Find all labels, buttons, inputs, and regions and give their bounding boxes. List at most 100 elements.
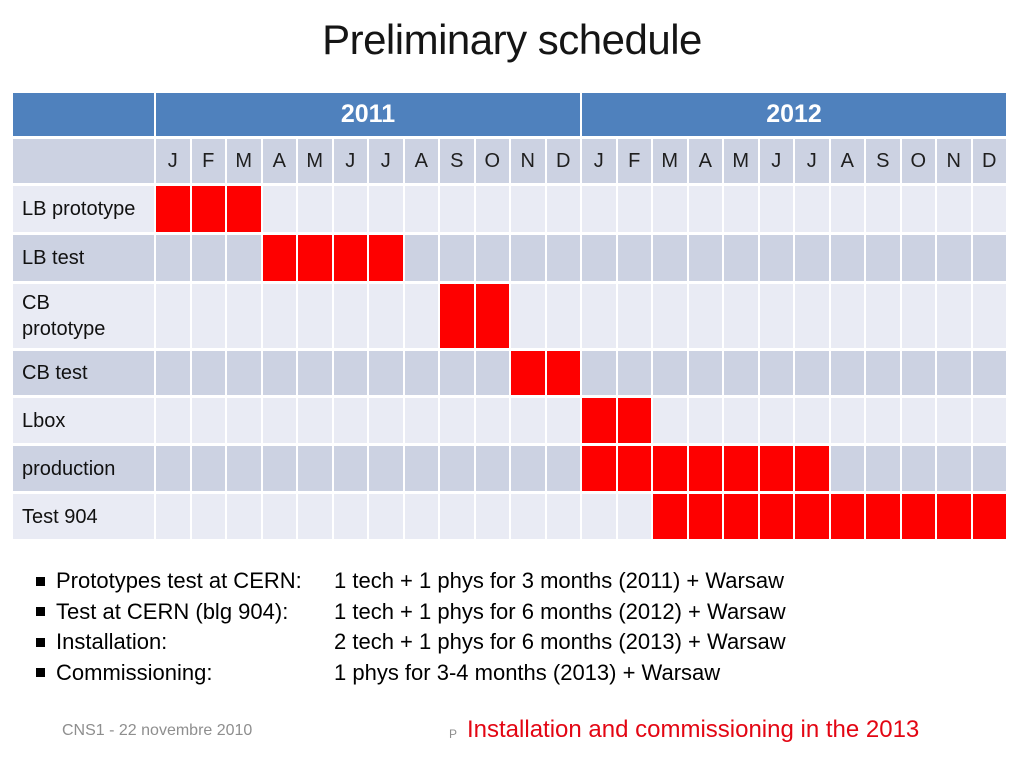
month-header-cell: N	[937, 139, 973, 186]
gantt-cell	[688, 186, 724, 235]
gantt-cell	[724, 351, 760, 398]
gantt-cell	[617, 235, 653, 284]
gantt-cell	[475, 351, 511, 398]
gantt-cell	[227, 235, 263, 284]
month-header-cell: J	[333, 139, 369, 186]
month-header-cell: J	[795, 139, 831, 186]
gantt-cell	[298, 494, 334, 542]
gantt-cell	[830, 351, 866, 398]
gantt-cell	[901, 446, 937, 494]
gantt-cell	[617, 186, 653, 235]
gantt-bar-cell	[511, 351, 547, 398]
gantt-cell	[830, 235, 866, 284]
gantt-cell	[759, 351, 795, 398]
gantt-cell	[440, 351, 476, 398]
gantt-cell	[156, 351, 192, 398]
gantt-cell	[404, 284, 440, 351]
task-label: LB prototype	[13, 186, 156, 235]
gantt-cell	[653, 235, 689, 284]
month-header-cell: A	[830, 139, 866, 186]
month-header-cell: O	[475, 139, 511, 186]
month-header-cell: J	[369, 139, 405, 186]
month-header-cell: A	[688, 139, 724, 186]
gantt-cell	[475, 235, 511, 284]
gantt-cell	[404, 494, 440, 542]
gantt-bar-cell	[795, 446, 831, 494]
gantt-cell	[866, 446, 902, 494]
gantt-cell	[156, 235, 192, 284]
gantt-cell	[866, 351, 902, 398]
gantt-cell	[227, 446, 263, 494]
gantt-cell	[972, 398, 1008, 446]
gantt-cell	[511, 446, 547, 494]
gantt-bar-cell	[333, 235, 369, 284]
task-label: Test 904	[13, 494, 156, 542]
gantt-bar-cell	[191, 186, 227, 235]
gantt-bar-cell	[759, 494, 795, 542]
gantt-cell	[866, 284, 902, 351]
gantt-cell	[369, 284, 405, 351]
gantt-cell	[795, 284, 831, 351]
task-label: LB test	[13, 235, 156, 284]
task-label: CB test	[13, 351, 156, 398]
gantt-cell	[795, 351, 831, 398]
bullet-item: Commissioning: 1 phys for 3-4 months (201…	[36, 658, 786, 689]
gantt-cell	[759, 235, 795, 284]
gantt-cell	[724, 235, 760, 284]
gantt-cell	[901, 284, 937, 351]
gantt-cell	[333, 494, 369, 542]
gantt-bar-cell	[795, 494, 831, 542]
gantt-bar-cell	[298, 235, 334, 284]
gantt-cell	[440, 235, 476, 284]
gantt-cell	[227, 351, 263, 398]
bullet-value: 1 tech + 1 phys for 6 months (2012) + Wa…	[334, 598, 786, 624]
month-header-cell: A	[404, 139, 440, 186]
gantt-bar-cell	[653, 494, 689, 542]
gantt-cell	[688, 398, 724, 446]
gantt-cell	[724, 186, 760, 235]
gantt-cell	[937, 186, 973, 235]
gantt-cell	[333, 351, 369, 398]
gantt-cell	[582, 351, 618, 398]
gantt-cell	[795, 186, 831, 235]
gantt-cell	[156, 446, 192, 494]
gantt-table: 2011 2012 J F M A M J J A S O N D J F M A M J J A S O N D LB proto…	[13, 93, 1008, 542]
gantt-cell	[369, 494, 405, 542]
gantt-cell	[866, 398, 902, 446]
gantt-cell	[546, 284, 582, 351]
gantt-cell	[404, 351, 440, 398]
gantt-cell	[156, 284, 192, 351]
gantt-cell	[972, 284, 1008, 351]
bullet-item: Test at CERN (blg 904): 1 tech + 1 phys f…	[36, 597, 786, 628]
year-header-2011: 2011	[156, 93, 582, 139]
month-header-cell: D	[546, 139, 582, 186]
gantt-cell	[972, 235, 1008, 284]
month-header-cell: A	[262, 139, 298, 186]
gantt-cell	[298, 446, 334, 494]
gantt-cell	[191, 235, 227, 284]
gantt-cell	[866, 235, 902, 284]
month-header-cell: N	[511, 139, 547, 186]
gantt-cell	[333, 186, 369, 235]
gantt-cell	[440, 398, 476, 446]
gantt-cell	[972, 446, 1008, 494]
gantt-cell	[972, 351, 1008, 398]
gantt-cell	[262, 186, 298, 235]
bullet-label: Commissioning:	[56, 659, 213, 685]
bullet-value: 1 tech + 1 phys for 3 months (2011) + Wa…	[334, 568, 784, 594]
gantt-cell	[653, 351, 689, 398]
gantt-bar-cell	[617, 446, 653, 494]
gantt-bar-cell	[724, 446, 760, 494]
gantt-cell	[901, 398, 937, 446]
month-header-cell: O	[901, 139, 937, 186]
bullet-square-icon	[36, 576, 45, 586]
gantt-cell	[511, 494, 547, 542]
month-header-cell: S	[866, 139, 902, 186]
gantt-cell	[546, 398, 582, 446]
bullet-list: Prototypes test at CERN: 1 tech + 1 phys …	[36, 566, 786, 688]
gantt-bar-cell	[369, 235, 405, 284]
gantt-cell	[440, 186, 476, 235]
gantt-cell	[262, 351, 298, 398]
month-header-cell: J	[156, 139, 192, 186]
gantt-cell	[830, 398, 866, 446]
